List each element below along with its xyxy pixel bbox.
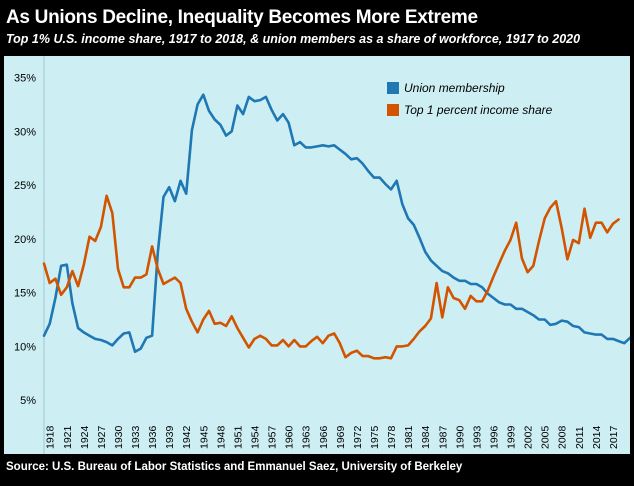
x-tick-label: 1987 (437, 425, 449, 449)
x-tick-label: 2017 (608, 425, 620, 449)
x-tick-label: 1924 (79, 425, 91, 449)
legend-swatch-income (387, 104, 399, 116)
x-tick-label: 1999 (506, 425, 518, 449)
y-tick-label: 5% (20, 395, 36, 407)
x-tick-label: 1945 (198, 425, 210, 449)
chart-title: As Unions Decline, Inequality Becomes Mo… (6, 7, 478, 28)
x-tick-label: 2014 (591, 425, 603, 449)
y-tick-label: 25% (14, 180, 36, 192)
plot-background (4, 56, 630, 454)
legend-swatch-union (387, 82, 399, 94)
x-tick-label: 2005 (540, 425, 552, 449)
x-tick-label: 2011 (574, 426, 586, 449)
chart-subtitle: Top 1% U.S. income share, 1917 to 2018, … (6, 32, 581, 46)
y-tick-label: 20% (14, 234, 36, 246)
x-tick-label: 1984 (420, 425, 432, 449)
x-tick-label: 1993 (471, 425, 483, 449)
legend-label-income: Top 1 percent income share (404, 103, 553, 117)
source-note: Source: U.S. Bureau of Labor Statistics … (6, 461, 463, 473)
x-tick-label: 1978 (386, 425, 398, 449)
series-line-union-membership (42, 93, 630, 354)
x-tick-label: 1930 (113, 425, 125, 449)
x-tick-label: 1996 (488, 425, 500, 449)
x-tick-label: 1981 (403, 425, 415, 449)
x-tick-label: 1927 (96, 425, 108, 449)
x-tick-label: 1939 (164, 425, 176, 449)
x-tick-label: 1921 (62, 425, 74, 449)
x-tick-label: 1954 (250, 425, 262, 449)
x-tick-label: 2002 (523, 425, 535, 449)
x-tick-label: 1948 (215, 425, 227, 449)
x-tick-label: 1966 (318, 425, 330, 449)
x-tick-label: 1972 (352, 425, 364, 449)
x-tick-label: 1936 (147, 425, 159, 449)
x-tick-label: 1963 (301, 425, 313, 449)
y-tick-label: 35% (14, 73, 36, 85)
y-tick-label: 15% (14, 288, 36, 300)
x-tick-label: 1969 (335, 425, 347, 449)
line-chart: 5% 10% 15% 20% 25% 30% 35% 1918 1921 1924 1927 193… (4, 56, 630, 454)
x-tick-label: 1990 (454, 425, 466, 449)
x-tick-label: 1960 (284, 425, 296, 449)
x-tick-label: 1957 (267, 425, 279, 449)
x-tick-label: 1942 (181, 425, 193, 449)
legend-label-union: Union membership (404, 81, 505, 95)
y-tick-label: 30% (14, 126, 36, 138)
x-tick-label: 1975 (369, 425, 381, 449)
legend: Union membership Top 1 percent income sh… (387, 81, 553, 117)
x-tick-label: 1933 (130, 425, 142, 449)
series-line-top-1-percent-income-share (42, 194, 620, 360)
y-tick-label: 10% (14, 341, 36, 353)
x-tick-label: 2008 (557, 425, 569, 449)
x-tick-label: 1918 (45, 425, 57, 449)
x-tick-label: 1951 (232, 425, 244, 449)
